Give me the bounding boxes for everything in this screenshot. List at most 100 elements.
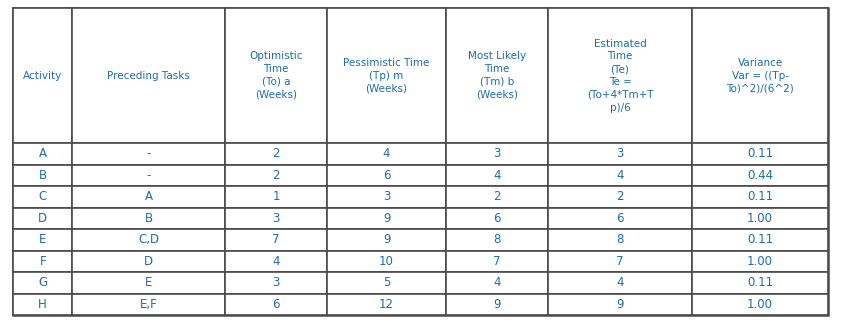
- Bar: [446, 143, 547, 165]
- Bar: [72, 186, 225, 208]
- Bar: [692, 165, 828, 186]
- Text: 4: 4: [493, 169, 500, 182]
- Text: A: A: [145, 190, 153, 203]
- Bar: [225, 8, 327, 143]
- Text: Variance
Var = ((Tp-
To)^2)/(6^2): Variance Var = ((Tp- To)^2)/(6^2): [727, 58, 794, 93]
- Text: 12: 12: [379, 298, 394, 311]
- Text: Estimated
Time
(Te)
Te =
(To+4*Tm+T
p)/6: Estimated Time (Te) Te = (To+4*Tm+T p)/6: [587, 38, 653, 112]
- Text: H: H: [39, 298, 47, 311]
- Text: 6: 6: [383, 169, 390, 182]
- Bar: [13, 208, 72, 229]
- Bar: [692, 229, 828, 251]
- Text: 1.00: 1.00: [747, 212, 773, 225]
- Text: 4: 4: [383, 147, 390, 160]
- Text: 0.11: 0.11: [747, 233, 773, 246]
- Bar: [327, 208, 446, 229]
- Text: 3: 3: [493, 147, 500, 160]
- Text: 3: 3: [272, 276, 280, 289]
- Bar: [692, 186, 828, 208]
- Text: 7: 7: [493, 255, 500, 268]
- Bar: [547, 272, 692, 294]
- Text: 2: 2: [272, 147, 280, 160]
- Text: 0.11: 0.11: [747, 276, 773, 289]
- Bar: [72, 272, 225, 294]
- Bar: [547, 143, 692, 165]
- Bar: [72, 294, 225, 315]
- Text: 7: 7: [272, 233, 280, 246]
- Text: 4: 4: [616, 169, 624, 182]
- Text: 8: 8: [616, 233, 624, 246]
- Bar: [72, 251, 225, 272]
- Text: 3: 3: [383, 190, 390, 203]
- Text: 2: 2: [616, 190, 624, 203]
- Bar: [692, 208, 828, 229]
- Bar: [327, 294, 446, 315]
- Bar: [446, 208, 547, 229]
- Text: -: -: [146, 147, 151, 160]
- Text: 9: 9: [493, 298, 500, 311]
- Text: 6: 6: [616, 212, 624, 225]
- Text: 2: 2: [493, 190, 500, 203]
- Bar: [692, 8, 828, 143]
- Bar: [446, 294, 547, 315]
- Bar: [446, 165, 547, 186]
- Bar: [446, 8, 547, 143]
- Bar: [225, 229, 327, 251]
- Text: B: B: [39, 169, 47, 182]
- Text: 8: 8: [493, 233, 500, 246]
- Bar: [547, 251, 692, 272]
- Bar: [72, 8, 225, 143]
- Text: A: A: [39, 147, 47, 160]
- Text: 4: 4: [493, 276, 500, 289]
- Bar: [446, 272, 547, 294]
- Bar: [547, 165, 692, 186]
- Text: 1.00: 1.00: [747, 298, 773, 311]
- Text: F: F: [40, 255, 46, 268]
- Text: 0.11: 0.11: [747, 190, 773, 203]
- Bar: [692, 143, 828, 165]
- Bar: [327, 251, 446, 272]
- Bar: [13, 8, 72, 143]
- Text: 1.00: 1.00: [747, 255, 773, 268]
- Text: 7: 7: [616, 255, 624, 268]
- Text: 3: 3: [616, 147, 624, 160]
- Text: B: B: [145, 212, 153, 225]
- Bar: [13, 229, 72, 251]
- Bar: [547, 208, 692, 229]
- Bar: [225, 208, 327, 229]
- Bar: [446, 186, 547, 208]
- Text: 0.11: 0.11: [747, 147, 773, 160]
- Bar: [547, 8, 692, 143]
- Text: C: C: [39, 190, 47, 203]
- Text: 3: 3: [272, 212, 280, 225]
- Text: G: G: [38, 276, 47, 289]
- Text: Preceding Tasks: Preceding Tasks: [108, 70, 190, 80]
- Bar: [225, 165, 327, 186]
- Text: 4: 4: [272, 255, 280, 268]
- Text: Most Likely
Time
(Tm) b
(Weeks): Most Likely Time (Tm) b (Weeks): [468, 51, 526, 100]
- Bar: [547, 294, 692, 315]
- Bar: [225, 251, 327, 272]
- Bar: [446, 251, 547, 272]
- Bar: [72, 165, 225, 186]
- Text: 6: 6: [493, 212, 500, 225]
- Bar: [13, 186, 72, 208]
- Bar: [13, 294, 72, 315]
- Bar: [72, 143, 225, 165]
- Text: 9: 9: [616, 298, 624, 311]
- Bar: [327, 8, 446, 143]
- Text: Activity: Activity: [23, 70, 62, 80]
- Bar: [72, 208, 225, 229]
- Bar: [13, 251, 72, 272]
- Text: Pessimistic Time
(Tp) m
(Weeks): Pessimistic Time (Tp) m (Weeks): [343, 58, 430, 93]
- Bar: [692, 272, 828, 294]
- Bar: [72, 229, 225, 251]
- Text: 1: 1: [272, 190, 280, 203]
- Bar: [547, 186, 692, 208]
- Bar: [327, 229, 446, 251]
- Bar: [692, 294, 828, 315]
- Text: 0.44: 0.44: [747, 169, 773, 182]
- Bar: [547, 229, 692, 251]
- Text: 6: 6: [272, 298, 280, 311]
- Text: 9: 9: [383, 233, 390, 246]
